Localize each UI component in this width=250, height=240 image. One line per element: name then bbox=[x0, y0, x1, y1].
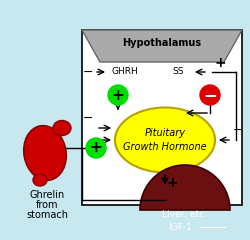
Bar bbox=[82, 30, 242, 205]
Text: −: − bbox=[203, 86, 217, 104]
Circle shape bbox=[108, 85, 128, 105]
Text: Liver, etc.: Liver, etc. bbox=[162, 210, 208, 220]
Text: SS: SS bbox=[172, 67, 184, 77]
Ellipse shape bbox=[115, 108, 215, 173]
Text: Pituitary: Pituitary bbox=[144, 128, 186, 138]
Text: Hypothalamus: Hypothalamus bbox=[122, 38, 202, 48]
Text: −: − bbox=[83, 66, 93, 78]
Ellipse shape bbox=[33, 174, 47, 186]
Text: stomach: stomach bbox=[26, 210, 68, 220]
Ellipse shape bbox=[53, 120, 71, 136]
Text: −: − bbox=[83, 112, 93, 125]
Text: +: + bbox=[214, 56, 226, 70]
Polygon shape bbox=[82, 30, 242, 62]
Text: from: from bbox=[36, 200, 58, 210]
Ellipse shape bbox=[24, 126, 66, 180]
Text: IGF-1: IGF-1 bbox=[168, 222, 192, 232]
Text: −: − bbox=[233, 124, 243, 137]
Circle shape bbox=[86, 138, 106, 158]
Text: +: + bbox=[166, 176, 178, 190]
Text: +: + bbox=[112, 88, 124, 102]
Text: +: + bbox=[90, 140, 102, 156]
Circle shape bbox=[200, 85, 220, 105]
Text: GHRH: GHRH bbox=[112, 67, 138, 77]
Wedge shape bbox=[140, 165, 230, 210]
Text: Ghrelin: Ghrelin bbox=[30, 190, 64, 200]
Text: Growth Hormone: Growth Hormone bbox=[123, 142, 207, 152]
